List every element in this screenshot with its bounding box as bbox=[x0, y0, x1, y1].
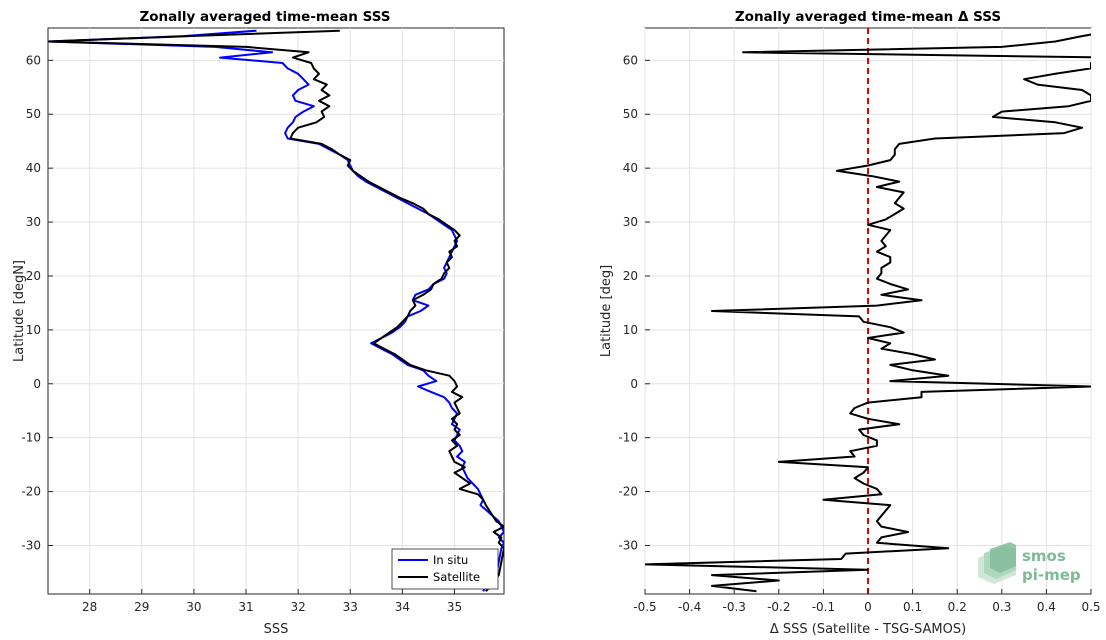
delta-sss-x-tick-label: -0.3 bbox=[722, 600, 745, 614]
logo-line-1: smos bbox=[1022, 547, 1066, 565]
delta-sss-y-tick-label: 20 bbox=[623, 269, 638, 283]
sss-x-tick-label: 34 bbox=[395, 600, 410, 614]
smos-pi-mep-logo: smos pi-mep bbox=[978, 542, 1081, 584]
delta-sss-y-tick-label: 30 bbox=[623, 215, 638, 229]
delta-sss-plot-title: Zonally averaged time-mean Δ SSS bbox=[735, 9, 1001, 25]
delta-sss-x-tick-label: -0.1 bbox=[812, 600, 835, 614]
series-line-delta bbox=[645, 33, 1091, 593]
sss-y-tick-label: 30 bbox=[26, 215, 41, 229]
delta-sss-x-tick-label: 0.1 bbox=[903, 600, 922, 614]
delta-sss-y-axis-label: Latitude [deg] bbox=[599, 265, 614, 357]
sss-y-tick-label: 0 bbox=[33, 377, 41, 391]
sss-y-axis-label: Latitude [degN] bbox=[12, 260, 27, 362]
sss-legend: In situ Satellite bbox=[391, 548, 499, 590]
sss-y-tick-label: 60 bbox=[26, 53, 41, 67]
sss-y-tick-label: 20 bbox=[26, 269, 41, 283]
delta-sss-x-tick-label: -0.2 bbox=[767, 600, 790, 614]
delta-sss-x-axis-label: Δ SSS (Satellite - TSG-SAMOS) bbox=[770, 622, 966, 637]
delta-sss-x-tick-label: 0.4 bbox=[1037, 600, 1056, 614]
sss-plot-series bbox=[48, 29, 504, 592]
sss-y-tick-label: -30 bbox=[21, 538, 41, 552]
logo-line-2: pi-mep bbox=[1022, 566, 1081, 584]
sss-x-ticks: 28 29 30 31 32 33 34 35 bbox=[82, 589, 462, 614]
sss-y-tick-label: 40 bbox=[26, 161, 41, 175]
sss-x-tick-label: 29 bbox=[134, 600, 149, 614]
delta-sss-y-tick-label: -20 bbox=[618, 485, 638, 499]
sss-plot-frame bbox=[47, 27, 505, 595]
sss-plot-grid bbox=[48, 28, 504, 594]
sss-x-tick-label: 30 bbox=[186, 600, 201, 614]
legend-label-in-situ: In situ bbox=[433, 553, 468, 567]
delta-sss-y-tick-label: 10 bbox=[623, 323, 638, 337]
delta-sss-x-tick-label: 0 bbox=[864, 600, 872, 614]
sss-x-axis-label: SSS bbox=[264, 622, 289, 637]
delta-sss-y-tick-label: 0 bbox=[630, 377, 638, 391]
delta-sss-x-tick-label: 0.5 bbox=[1081, 600, 1100, 614]
legend-label-satellite: Satellite bbox=[433, 570, 480, 584]
sss-x-tick-label: 33 bbox=[343, 600, 358, 614]
sss-y-ticks: -30 -20 -10 0 10 20 30 40 50 60 bbox=[21, 53, 53, 552]
sss-plot-title: Zonally averaged time-mean SSS bbox=[139, 9, 390, 25]
sss-y-tick-label: -20 bbox=[21, 485, 41, 499]
delta-sss-x-tick-label: 0.3 bbox=[992, 600, 1011, 614]
sss-profile-plot: Zonally averaged time-mean SSS 28 29 30 31 3… bbox=[12, 9, 505, 637]
sss-y-tick-label: 50 bbox=[26, 107, 41, 121]
delta-sss-y-tick-label: -10 bbox=[618, 431, 638, 445]
delta-sss-plot-series bbox=[645, 33, 1091, 593]
delta-sss-y-tick-label: 60 bbox=[623, 53, 638, 67]
delta-sss-y-ticks: -30 -20 -10 0 10 20 30 40 50 60 bbox=[618, 53, 650, 552]
sss-x-tick-label: 35 bbox=[447, 600, 462, 614]
delta-sss-x-ticks: -0.5 -0.4 -0.3 -0.2 -0.1 0 0.1 0.2 0.3 0.4 0.5 bbox=[633, 589, 1101, 614]
delta-sss-x-tick-label: -0.5 bbox=[633, 600, 656, 614]
sss-x-tick-label: 31 bbox=[238, 600, 253, 614]
delta-sss-y-tick-label: -30 bbox=[618, 538, 638, 552]
legend-box bbox=[391, 548, 499, 590]
sss-x-tick-label: 32 bbox=[291, 600, 306, 614]
logo-mark-icon bbox=[978, 542, 1016, 584]
sss-y-tick-label: -10 bbox=[21, 431, 41, 445]
delta-sss-y-tick-label: 40 bbox=[623, 161, 638, 175]
delta-sss-profile-plot: Zonally averaged time-mean Δ SSS -0.5 -0.… bbox=[599, 9, 1101, 637]
delta-sss-y-tick-label: 50 bbox=[623, 107, 638, 121]
sss-x-tick-label: 28 bbox=[82, 600, 97, 614]
series-line-satellite bbox=[48, 29, 504, 592]
delta-sss-x-tick-label: 0.2 bbox=[948, 600, 967, 614]
series-line-in-situ bbox=[48, 29, 504, 592]
sss-y-tick-label: 10 bbox=[26, 323, 41, 337]
delta-sss-x-tick-label: -0.4 bbox=[678, 600, 701, 614]
